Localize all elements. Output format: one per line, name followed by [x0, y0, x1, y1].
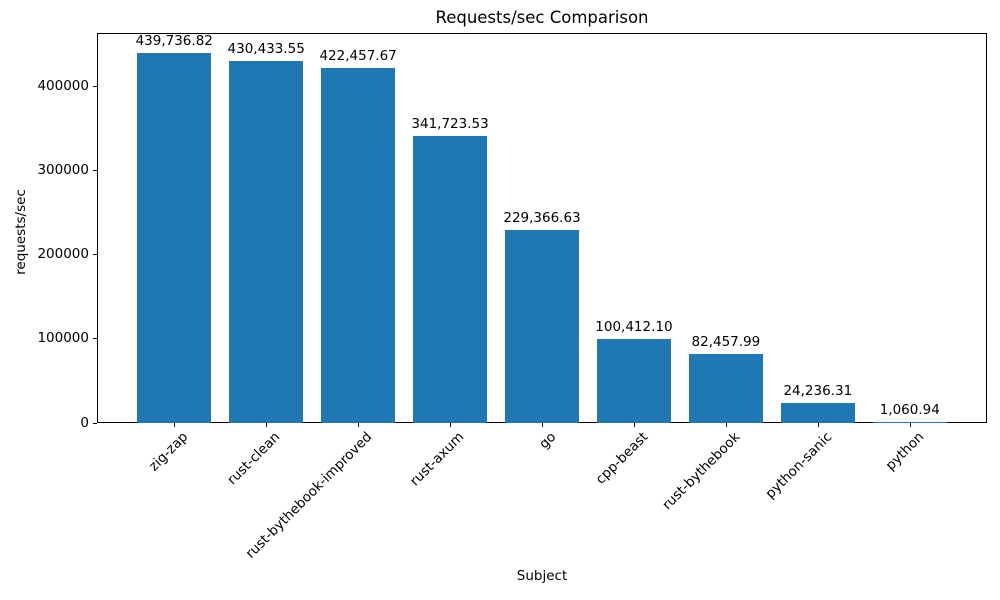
bar-value-label: 422,457.67	[319, 47, 397, 64]
bar	[597, 338, 671, 423]
y-tick	[93, 86, 97, 88]
y-tick-label: 0	[80, 414, 89, 431]
bar-value-label: 229,366.63	[503, 210, 581, 227]
x-axis-label: Subject	[516, 568, 568, 584]
bar	[781, 402, 855, 423]
bar	[413, 135, 487, 423]
x-tick	[174, 423, 176, 427]
y-tick-label: 400000	[37, 78, 89, 95]
y-tick	[93, 422, 97, 424]
x-tick	[542, 423, 543, 427]
bar	[505, 230, 579, 423]
x-tick	[909, 423, 911, 427]
bar	[321, 67, 395, 423]
bar-value-label: 439,736.82	[135, 33, 213, 50]
bar-value-label: 24,236.31	[783, 382, 853, 399]
y-tick-label: 300000	[37, 162, 89, 179]
y-tick	[93, 338, 97, 340]
x-tick	[450, 423, 452, 427]
bar-value-label: 100,412.10	[595, 318, 673, 335]
bar-value-label: 82,457.99	[691, 333, 761, 350]
x-tick-label: zig-zap	[146, 429, 192, 475]
y-tick	[93, 254, 97, 256]
chart-title: Requests/sec Comparison	[435, 8, 649, 27]
bar-value-label: 430,433.55	[227, 41, 305, 58]
bar	[229, 61, 303, 423]
bar	[872, 422, 947, 423]
bar-value-label: 1,060.94	[879, 402, 940, 418]
x-tick	[266, 423, 268, 427]
bar-value-label: 341,723.53	[411, 115, 489, 132]
y-tick-label: 100000	[37, 330, 89, 347]
x-tick	[633, 423, 635, 427]
y-tick-label: 200000	[37, 246, 89, 263]
x-tick	[725, 423, 727, 427]
x-tick	[817, 423, 819, 427]
bar	[137, 53, 211, 423]
y-tick	[93, 170, 97, 172]
x-tick	[358, 423, 360, 427]
bar	[689, 353, 763, 423]
